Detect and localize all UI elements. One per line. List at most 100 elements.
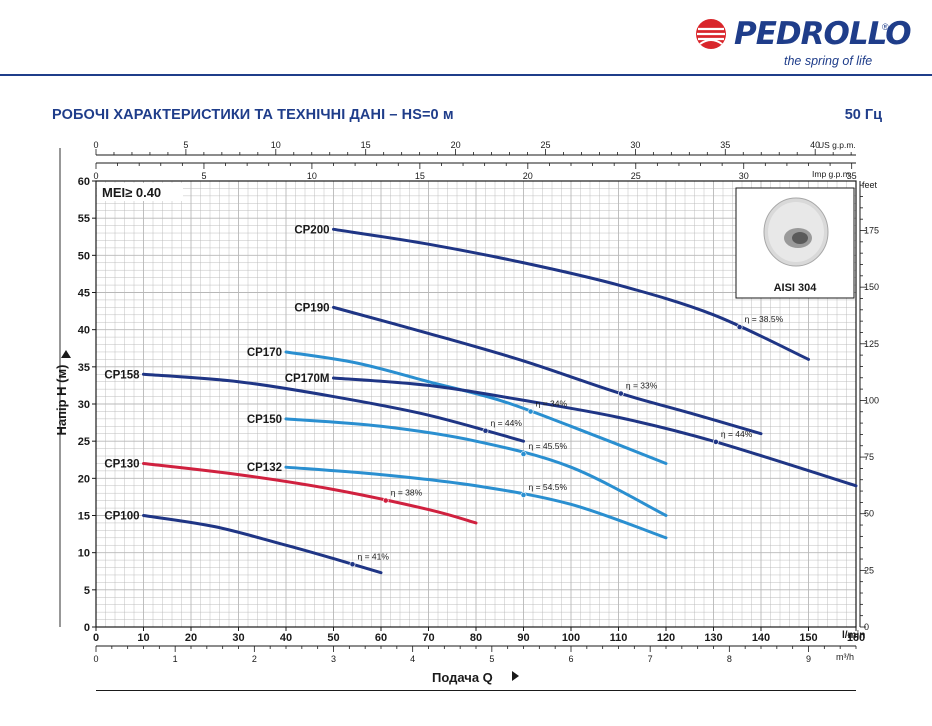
curve-cp190 xyxy=(332,305,763,436)
x-tick-label-us-gpm: 35 xyxy=(720,140,730,150)
curve-label-cp130: CP130 xyxy=(104,458,139,470)
x-axis-label: Подача Q xyxy=(432,670,493,685)
x-tick-label-imp-gpm: 25 xyxy=(631,171,641,181)
curve-label-cp150: CP150 xyxy=(247,414,282,426)
y-tick-label-m: 45 xyxy=(78,288,90,300)
curve-cp130 xyxy=(142,461,478,525)
x-tick-label-lmin: 150 xyxy=(799,632,817,644)
y-tick-label-m: 25 xyxy=(78,436,90,448)
efficiency-label-cp170: η = 34% xyxy=(536,399,568,409)
impeller-hub-hole xyxy=(792,232,808,244)
x-tick-label-us-gpm: 20 xyxy=(451,140,461,150)
x-tick-label-imp-gpm: 0 xyxy=(93,171,98,181)
x-tick-label-lmin: 90 xyxy=(517,632,529,644)
x-tick-label-m3h: 8 xyxy=(727,654,732,664)
x-tick-label-us-gpm: 15 xyxy=(361,140,371,150)
page-title: РОБОЧІ ХАРАКТЕРИСТИКИ ТА ТЕХНІЧНІ ДАНІ –… xyxy=(52,107,454,123)
x-tick-label-lmin: 20 xyxy=(185,632,197,644)
efficiency-label-cp150: η = 45.5% xyxy=(529,441,568,451)
efficiency-point-cp170m xyxy=(712,439,719,445)
x-tick-label-lmin: 160 xyxy=(847,632,865,644)
frequency-label: 50 Гц xyxy=(844,107,882,123)
x-tick-label-m3h: 0 xyxy=(93,654,98,664)
y-tick-label-feet: 150 xyxy=(864,282,879,292)
y-tick-label-m: 35 xyxy=(78,362,90,374)
x-tick-label-m3h: 2 xyxy=(252,654,257,664)
brand-name: PEDROLLO xyxy=(734,16,912,52)
curve-label-cp132: CP132 xyxy=(247,462,282,474)
x-tick-label-us-gpm: 0 xyxy=(93,140,98,150)
curve-cp158 xyxy=(142,372,525,443)
x-tick-label-m3h: 1 xyxy=(173,654,178,664)
pump-curves xyxy=(142,227,858,575)
x-tick-label-m3h: 3 xyxy=(331,654,336,664)
x-tick-label-imp-gpm: 30 xyxy=(739,171,749,181)
x-tick-label-m3h: 6 xyxy=(568,654,573,664)
chart-axes: 0 10 20 30 40 50 60 70 80 90 100 110 120 130 140 150 160… xyxy=(54,140,879,664)
x-tick-label-m3h: 5 xyxy=(489,654,494,664)
y-tick-label-feet: 125 xyxy=(864,339,879,349)
curve-label-cp190: CP190 xyxy=(294,302,329,314)
y-tick-label-m: 60 xyxy=(78,176,90,188)
y-tick-label-feet: 25 xyxy=(864,565,874,575)
curve-cp150 xyxy=(284,417,668,517)
x-tick-label-m3h: 9 xyxy=(806,654,811,664)
efficiency-label-cp158: η = 44% xyxy=(491,418,523,428)
x-tick-label-lmin: 80 xyxy=(470,632,482,644)
x-tick-label-lmin: 100 xyxy=(562,632,580,644)
x-tick-label-lmin: 140 xyxy=(752,632,770,644)
pedrollo-logo: PEDROLLO ® the spring of life xyxy=(690,14,920,74)
x-tick-label-lmin: 130 xyxy=(704,632,722,644)
curve-cp200 xyxy=(332,227,810,361)
curve-label-cp170: CP170 xyxy=(247,347,282,359)
y-tick-label-feet: 0 xyxy=(864,622,869,632)
y-tick-label-feet: 75 xyxy=(864,452,874,462)
y-unit-feet: feet xyxy=(862,180,878,190)
efficiency-point-cp170 xyxy=(527,408,534,415)
x-tick-label-lmin: 40 xyxy=(280,632,292,644)
curve-label-cp170m: CP170M xyxy=(285,373,330,385)
x-tick-label-lmin: 50 xyxy=(327,632,339,644)
x-tick-label-lmin: 110 xyxy=(610,632,628,644)
inset-label: AISI 304 xyxy=(774,282,818,294)
brand-tagline: the spring of life xyxy=(784,54,873,68)
header-rule xyxy=(0,74,932,76)
efficiency-label-cp100: η = 41% xyxy=(358,551,390,561)
efficiency-point-cp158 xyxy=(482,427,489,434)
efficiency-label-cp132: η = 54.5% xyxy=(529,482,568,492)
curve-cp100 xyxy=(142,514,383,575)
x-tick-label-us-gpm: 30 xyxy=(630,140,640,150)
y-tick-label-m: 50 xyxy=(78,250,90,262)
mei-background xyxy=(97,183,183,201)
x-tick-label-us-gpm: 5 xyxy=(183,140,188,150)
y-tick-label-m: 15 xyxy=(78,511,90,523)
efficiency-point-cp190 xyxy=(617,390,624,397)
x-tick-label-us-gpm: 10 xyxy=(271,140,281,150)
x-unit-imp-gpm: Imp g.p.m. xyxy=(812,169,852,179)
y-tick-label-feet: 50 xyxy=(864,509,874,519)
efficiency-point-cp100 xyxy=(349,561,356,568)
pedrollo-globe-icon xyxy=(696,19,726,49)
y-tick-label-m: 5 xyxy=(84,585,90,597)
efficiency-label-cp190: η = 33% xyxy=(626,381,658,391)
x-axis-arrow-icon xyxy=(512,671,519,681)
mei-label: MEI≥ 0.40 xyxy=(102,185,161,200)
x-tick-label-lmin: 10 xyxy=(137,632,149,644)
x-tick-label-imp-gpm: 35 xyxy=(847,171,857,181)
x-tick-label-lmin: 70 xyxy=(422,632,434,644)
x-unit-lmin: l/min xyxy=(842,630,865,641)
y-tick-label-feet: 100 xyxy=(864,395,879,405)
x-unit-m3h: m³/h xyxy=(836,652,854,662)
curve-cp170m xyxy=(332,376,858,488)
y-tick-label-m: 30 xyxy=(78,399,90,411)
x-tick-label-lmin: 0 xyxy=(93,632,99,644)
impeller-icon xyxy=(763,197,829,267)
y-tick-label-m: 40 xyxy=(78,325,90,337)
x-tick-label-imp-gpm: 20 xyxy=(523,171,533,181)
x-tick-label-m3h: 7 xyxy=(648,654,653,664)
y-tick-label-m: 55 xyxy=(78,213,90,225)
x-tick-label-lmin: 30 xyxy=(232,632,244,644)
y-axis-label: Напір H (м) xyxy=(54,365,69,436)
y-tick-label-m: 10 xyxy=(78,548,90,560)
